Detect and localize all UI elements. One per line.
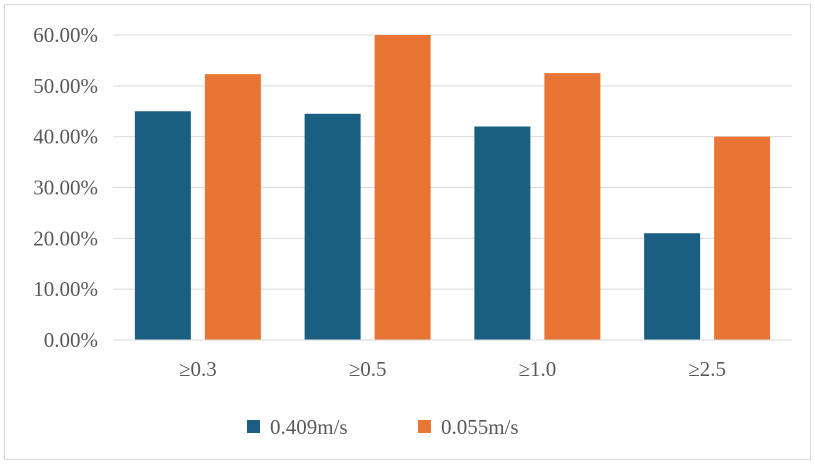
legend-swatch	[418, 420, 431, 433]
x-tick-label: ≥0.3	[179, 357, 217, 381]
legend-label: 0.055m/s	[441, 415, 519, 439]
y-tick-label: 60.00%	[33, 23, 98, 47]
y-tick-label: 0.00%	[44, 328, 98, 352]
bar-series1-≥1.0	[474, 126, 531, 340]
bars	[134, 35, 771, 341]
legend: 0.409m/s 0.055m/s	[247, 415, 519, 439]
bar-series2-≥0.3	[204, 74, 261, 341]
legend-swatch	[247, 420, 260, 433]
bar-series2-≥0.5	[374, 35, 431, 340]
x-axis-ticks: ≥0.3 ≥0.5 ≥1.0 ≥2.5	[179, 357, 726, 381]
y-tick-label: 10.00%	[33, 277, 98, 301]
bar-series2-≥2.5	[714, 136, 771, 340]
bar-series1-≥0.3	[134, 111, 191, 340]
x-tick-label: ≥1.0	[518, 357, 556, 381]
y-axis-ticks: 0.00% 10.00% 20.00% 30.00% 40.00% 50.00% 60.00…	[33, 23, 98, 352]
y-tick-label: 40.00%	[33, 125, 98, 149]
bar-series1-≥0.5	[304, 113, 361, 341]
bar-series1-≥2.5	[644, 233, 701, 340]
x-tick-label: ≥2.5	[688, 357, 726, 381]
y-tick-label: 50.00%	[33, 74, 98, 98]
y-tick-label: 30.00%	[33, 176, 98, 200]
bar-series2-≥1.0	[544, 73, 601, 340]
legend-label: 0.409m/s	[270, 415, 348, 439]
y-tick-label: 20.00%	[33, 226, 98, 250]
x-tick-label: ≥0.5	[349, 357, 387, 381]
